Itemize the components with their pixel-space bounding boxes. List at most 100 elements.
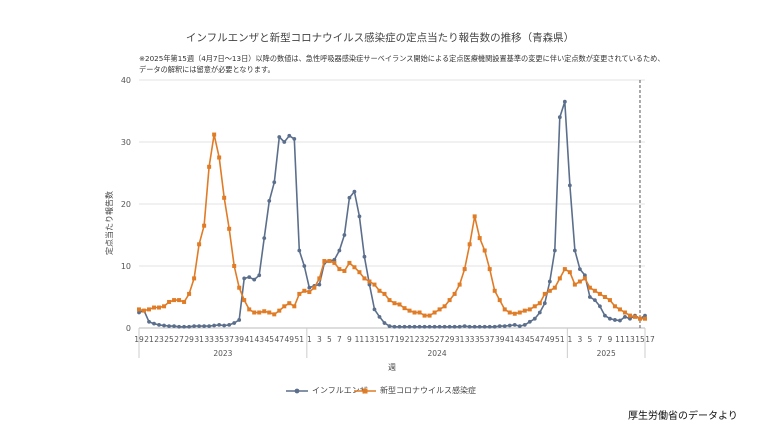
point-covid: [287, 301, 292, 306]
point-covid: [422, 313, 427, 318]
year-label-2025: 2025: [597, 349, 616, 358]
point-covid: [142, 308, 147, 313]
point-influenza: [187, 324, 191, 329]
point-covid: [452, 291, 457, 296]
legend-item-influenza: インフルエンザ: [286, 385, 368, 396]
point-covid: [467, 242, 472, 247]
x-tick-label: 45: [264, 335, 274, 344]
x-axis-label: 週: [388, 363, 396, 372]
x-tick-label: 49: [545, 335, 555, 344]
point-influenza: [582, 273, 587, 278]
point-influenza: [242, 276, 247, 281]
point-influenza: [302, 264, 307, 268]
y-tick-label: 0: [126, 324, 131, 333]
point-covid: [242, 298, 247, 303]
point-influenza: [377, 314, 382, 319]
x-tick-label: 7: [598, 335, 603, 344]
x-tick-label: 3: [577, 335, 582, 344]
point-covid: [217, 155, 222, 160]
point-covid: [457, 282, 462, 287]
point-covid: [157, 305, 162, 310]
legend-label-influenza: インフルエンザ: [312, 386, 368, 395]
point-influenza: [532, 316, 537, 321]
point-influenza: [557, 115, 562, 120]
point-influenza: [177, 324, 181, 329]
point-covid: [257, 310, 262, 315]
point-covid: [312, 285, 317, 290]
point-influenza: [517, 324, 522, 329]
point-influenza: [282, 140, 287, 144]
point-covid: [192, 276, 197, 281]
x-tick-label: 11: [615, 335, 625, 344]
point-covid: [187, 291, 192, 296]
point-covid: [597, 291, 602, 296]
x-tick-label: 13: [625, 335, 635, 344]
point-influenza: [512, 323, 517, 327]
y-tick-label: 20: [121, 200, 131, 209]
point-covid: [447, 298, 452, 303]
point-influenza: [237, 318, 242, 322]
x-tick-label: 17: [645, 335, 655, 344]
point-covid: [517, 310, 522, 315]
chart-title: インフルエンザと新型コロナウイルス感染症の定点当たり報告数の推移（青森県）: [185, 32, 575, 44]
x-tick-label: 39: [234, 335, 244, 344]
point-covid: [212, 132, 217, 137]
point-covid: [592, 288, 597, 293]
x-tick-label: 25: [425, 335, 435, 344]
point-influenza: [552, 248, 557, 253]
point-influenza: [317, 282, 322, 287]
point-influenza: [502, 324, 507, 329]
point-influenza: [182, 324, 186, 329]
point-influenza: [167, 324, 171, 329]
point-influenza: [347, 195, 352, 200]
point-influenza: [432, 324, 437, 329]
point-influenza: [357, 214, 362, 219]
point-covid: [367, 279, 372, 284]
point-influenza: [297, 248, 302, 253]
x-tick-label: 17: [385, 335, 395, 344]
point-covid: [402, 306, 407, 311]
point-influenza: [497, 324, 502, 329]
point-covid: [227, 226, 232, 231]
y-tick-label: 40: [121, 76, 131, 85]
point-covid: [207, 164, 212, 169]
point-influenza: [412, 324, 417, 329]
point-influenza: [197, 324, 202, 329]
point-influenza: [542, 301, 547, 306]
point-covid: [152, 305, 157, 310]
point-covid: [567, 270, 572, 275]
point-covid: [397, 302, 402, 307]
point-covid: [437, 307, 442, 312]
point-influenza: [537, 310, 542, 315]
point-influenza: [267, 199, 272, 203]
point-influenza: [507, 323, 512, 328]
point-influenza: [272, 180, 277, 185]
point-influenza: [467, 324, 472, 329]
point-influenza: [252, 277, 257, 282]
legend-item-covid: 新型コロナウイルス感染症: [354, 385, 476, 396]
point-covid: [167, 299, 172, 304]
point-influenza: [137, 310, 141, 315]
point-covid: [252, 310, 257, 315]
point-covid: [332, 260, 337, 265]
point-influenza: [172, 324, 176, 329]
point-influenza: [572, 248, 577, 253]
point-covid: [602, 295, 607, 299]
point-influenza: [577, 267, 582, 271]
point-covid: [512, 311, 517, 316]
point-influenza: [427, 324, 432, 329]
point-covid: [617, 307, 622, 312]
point-influenza: [462, 324, 467, 329]
point-covid: [357, 270, 362, 275]
x-tick-label: 23: [415, 335, 425, 344]
point-covid: [202, 223, 207, 228]
point-covid: [137, 307, 141, 312]
point-influenza: [472, 324, 477, 329]
point-influenza: [422, 324, 427, 329]
point-covid: [622, 310, 627, 315]
point-covid: [297, 291, 302, 296]
point-covid: [572, 282, 577, 287]
legend-swatch-covid: [354, 388, 376, 393]
point-influenza: [352, 189, 357, 194]
